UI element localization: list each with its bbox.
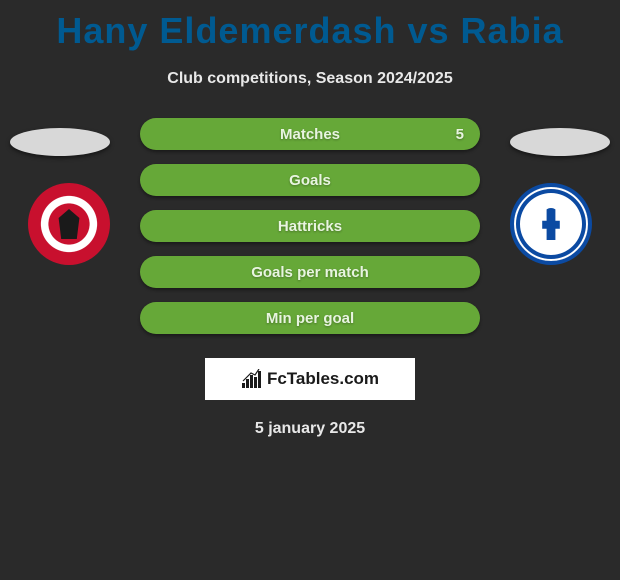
team-logo-right <box>510 183 592 265</box>
page-subtitle: Club competitions, Season 2024/2025 <box>0 70 620 88</box>
stats-container: Matches 5 Goals Hattricks Goals per matc… <box>140 118 480 334</box>
chart-icon <box>241 369 263 389</box>
stat-label: Hattricks <box>278 218 342 235</box>
stat-label: Min per goal <box>266 310 354 327</box>
stat-row-min-per-goal: Min per goal <box>140 302 480 334</box>
stat-label: Goals per match <box>251 264 369 281</box>
date-text: 5 january 2025 <box>0 420 620 438</box>
branding-box: FcTables.com <box>205 358 415 400</box>
stat-row-goals-per-match: Goals per match <box>140 256 480 288</box>
team-logo-left <box>28 183 110 265</box>
stat-row-matches: Matches 5 <box>140 118 480 150</box>
content-area: Matches 5 Goals Hattricks Goals per matc… <box>0 118 620 438</box>
player-placeholder-right <box>510 128 610 156</box>
stat-row-goals: Goals <box>140 164 480 196</box>
stat-row-hattricks: Hattricks <box>140 210 480 242</box>
brand-text: FcTables.com <box>267 369 379 389</box>
stat-label: Goals <box>289 172 331 189</box>
page-title: Hany Eldemerdash vs Rabia <box>0 0 620 52</box>
stat-label: Matches <box>280 126 340 143</box>
stat-value-right: 5 <box>456 126 464 143</box>
player-placeholder-left <box>10 128 110 156</box>
